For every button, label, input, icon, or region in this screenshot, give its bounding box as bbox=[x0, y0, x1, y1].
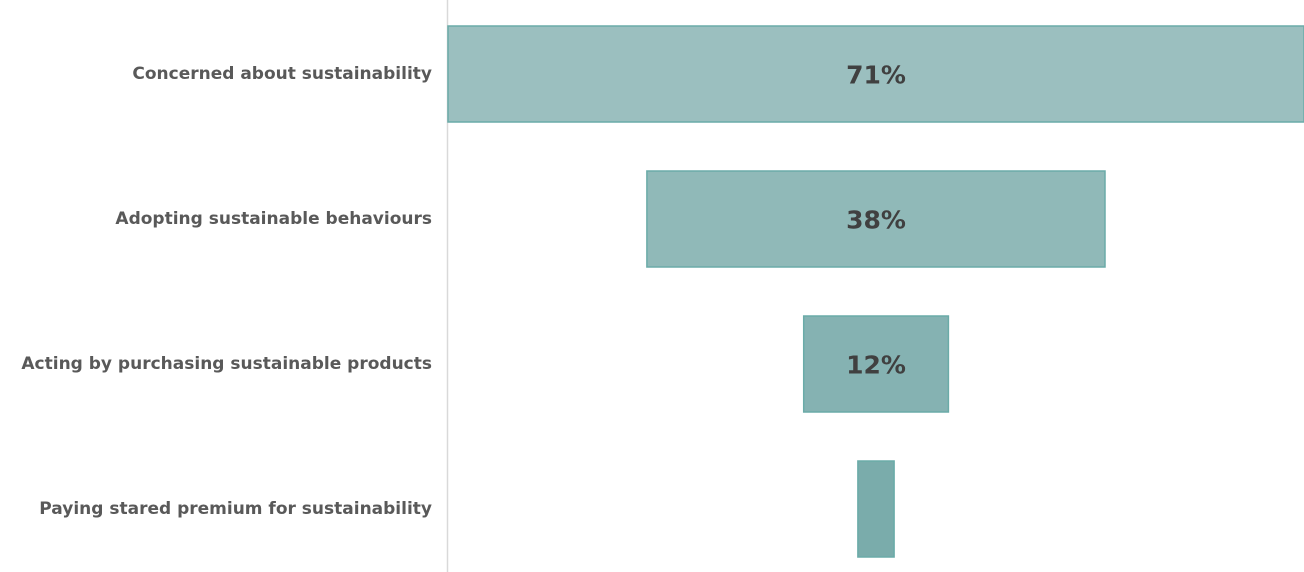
bar-2 bbox=[646, 170, 1106, 268]
data-label-3: 12% bbox=[846, 351, 906, 380]
category-label-2: Adopting sustainable behaviours bbox=[115, 209, 432, 229]
category-labels-group: Concerned about sustainability Adopting s… bbox=[21, 64, 432, 519]
data-labels-group: 71% 38% 12% bbox=[846, 61, 906, 380]
category-label-3: Acting by purchasing sustainable product… bbox=[21, 354, 432, 374]
data-label-1: 71% bbox=[846, 61, 906, 90]
category-label-4: Paying stared premium for sustainability bbox=[39, 499, 432, 519]
bar-4 bbox=[857, 460, 895, 558]
category-label-1: Concerned about sustainability bbox=[132, 64, 432, 84]
data-label-2: 38% bbox=[846, 206, 906, 235]
bar-1 bbox=[447, 25, 1304, 123]
bar-3 bbox=[802, 315, 950, 413]
bars-group bbox=[447, 25, 1304, 558]
